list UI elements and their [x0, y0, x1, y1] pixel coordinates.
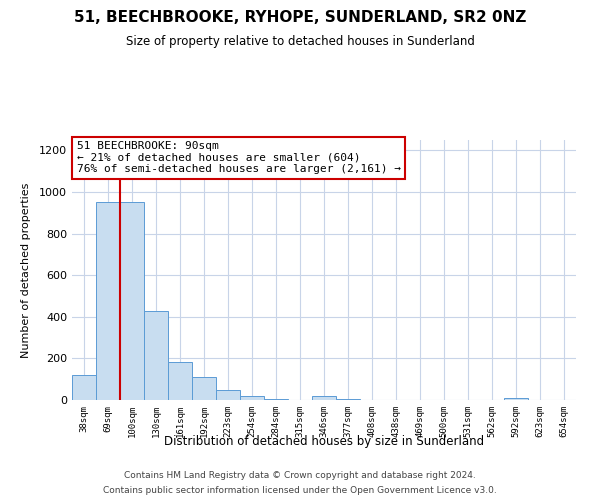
Text: Contains public sector information licensed under the Open Government Licence v3: Contains public sector information licen…	[103, 486, 497, 495]
Y-axis label: Number of detached properties: Number of detached properties	[20, 182, 31, 358]
Text: 51 BEECHBROOKE: 90sqm
← 21% of detached houses are smaller (604)
76% of semi-det: 51 BEECHBROOKE: 90sqm ← 21% of detached …	[77, 141, 401, 174]
Bar	[336, 399, 360, 400]
Bar	[216, 390, 240, 400]
Bar	[120, 202, 144, 400]
Text: 51, BEECHBROOKE, RYHOPE, SUNDERLAND, SR2 0NZ: 51, BEECHBROOKE, RYHOPE, SUNDERLAND, SR2…	[74, 10, 526, 25]
Bar	[312, 396, 336, 400]
Bar	[192, 376, 216, 400]
Text: Size of property relative to detached houses in Sunderland: Size of property relative to detached ho…	[125, 35, 475, 48]
Bar	[168, 362, 192, 400]
Bar	[96, 202, 120, 400]
Bar	[264, 399, 288, 400]
Text: Distribution of detached houses by size in Sunderland: Distribution of detached houses by size …	[164, 435, 484, 448]
Bar	[240, 396, 264, 400]
Bar	[144, 310, 168, 400]
Bar	[504, 398, 528, 400]
Text: Contains HM Land Registry data © Crown copyright and database right 2024.: Contains HM Land Registry data © Crown c…	[124, 471, 476, 480]
Bar	[72, 375, 96, 400]
